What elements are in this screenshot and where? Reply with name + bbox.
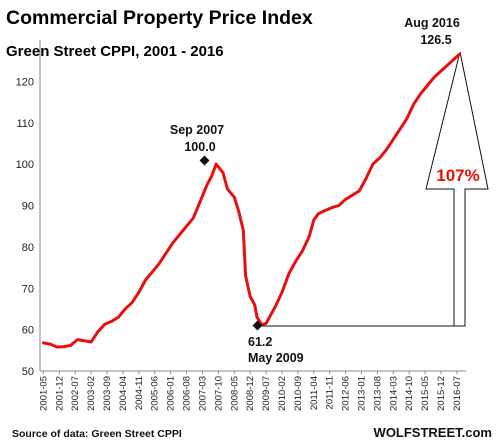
x-tick-label: 2016-07 [452,376,463,411]
x-tick-label: 2001-05 [38,376,49,411]
x-tick-label: 2011-04 [309,376,320,410]
x-tick-labels: 2001-05 2001-12 2002-07 2003-02 2003-09 2004-… [38,371,463,411]
peak-marker [199,155,210,166]
x-tick-label: 2015-05 [420,376,431,411]
increase-arrow: 107% [258,51,489,327]
x-tick-label: 2013-08 [372,376,383,411]
x-tick-label: 2008-05 [229,376,240,411]
x-tick-label: 2013-01 [356,376,367,411]
series-line-cppi [41,53,461,349]
y-tick-label: 60 [22,325,34,337]
increase-arrow-shape [425,51,489,327]
y-tick-labels: 50 60 70 80 90 100 110 120 [16,76,34,378]
y-tick-label: 50 [22,366,34,378]
y-tick-label: 80 [22,242,34,254]
trough-value-label: 61.2 [248,335,272,349]
x-tick-label: 2011-11 [325,376,336,409]
latest-annotation: Aug 2016 126.5 [404,16,460,47]
latest-value-label: 126.5 [420,33,451,47]
peak-date-label: Sep 2007 [170,123,224,137]
y-tick-label: 120 [16,76,34,88]
y-tick-label: 100 [16,159,34,171]
chart-subtitle: Green Street CPPI, 2001 - 2016 [6,43,224,60]
peak-annotation: Sep 2007 100.0 [170,123,224,166]
x-tick-label: 2008-12 [245,376,256,411]
x-tick-label: 2007-10 [213,376,224,411]
chart-title: Commercial Property Price Index [6,7,313,29]
x-tick-label: 2012-06 [341,376,352,411]
x-tick-label: 2014-03 [388,376,399,411]
latest-date-label: Aug 2016 [404,16,460,30]
y-tick-label: 70 [22,283,34,295]
trough-date-label: May 2009 [248,351,304,365]
x-tick-label: 2005-06 [150,376,161,411]
trough-marker [252,320,263,331]
y-tick-label: 110 [16,118,34,130]
peak-value-label: 100.0 [184,140,215,154]
x-tick-label: 2009-07 [261,376,272,411]
x-tick-label: 2007-03 [197,376,208,411]
y-tick-label: 90 [22,201,34,213]
x-tick-label: 2006-01 [166,376,177,411]
x-tick-label: 2010-09 [293,376,304,411]
watermark: WOLFSTREET.com [374,425,492,440]
increase-percent-label: 107% [436,166,479,185]
x-tick-label: 2003-09 [102,376,113,411]
trough-annotation: 61.2 May 2009 [248,320,304,365]
x-tick-label: 2004-11 [134,376,145,410]
x-tick-label: 2004-04 [118,376,129,411]
x-tick-label: 2010-02 [277,376,288,411]
x-tick-label: 2006-08 [182,376,193,411]
x-tick-label: 2003-02 [86,376,97,411]
x-tick-label: 2014-10 [404,376,415,411]
x-tick-label: 2001-12 [54,376,65,411]
source-note: Source of data: Green Street CPPI [12,428,182,440]
x-tick-label: 2002-07 [70,376,81,411]
x-tick-label: 2015-12 [436,376,447,411]
